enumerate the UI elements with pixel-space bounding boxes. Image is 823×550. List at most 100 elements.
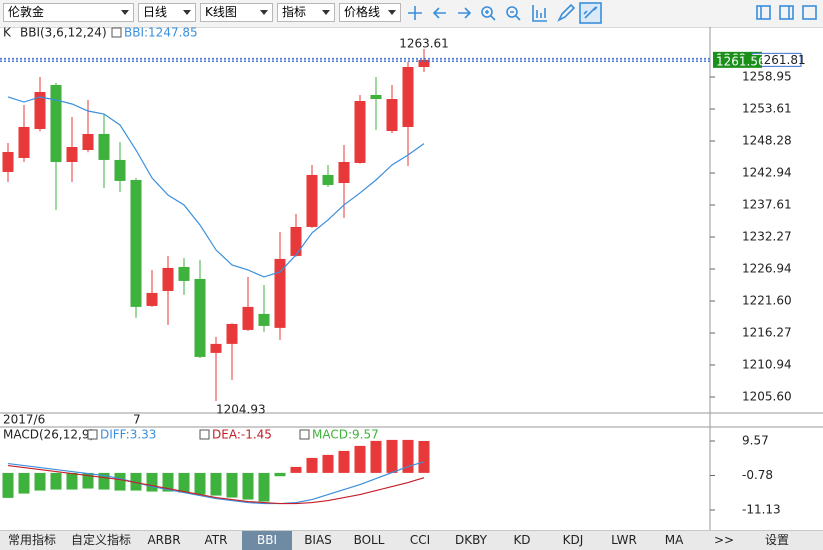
indicator-tab[interactable]: 自定义指标 (70, 533, 131, 547)
macd-bar (322, 454, 334, 473)
macd-bar (162, 472, 174, 492)
y-tick-label: 1248.28 (742, 134, 792, 148)
period-dropdown[interactable]: 日线 (138, 3, 196, 22)
legend-label: DEA:-1.45 (212, 428, 272, 442)
right-icon[interactable] (458, 7, 472, 19)
price-line-dropdown[interactable]: 价格线 (339, 3, 401, 22)
macd-bar (18, 472, 30, 494)
indicator-tab[interactable]: MA (664, 533, 684, 547)
macd-bar (338, 450, 350, 473)
candle-body (402, 66, 414, 127)
layout-right-icon[interactable] (779, 5, 794, 20)
candle-body (242, 306, 254, 330)
toolbar-icons (408, 2, 817, 24)
y-tick-label: 1221.60 (742, 294, 792, 308)
macd-bar (82, 472, 94, 489)
candle-body (258, 313, 270, 326)
candle-body (66, 146, 78, 162)
indicator-tab[interactable]: 设置 (764, 533, 789, 547)
macd-bar (386, 439, 398, 473)
pen-icon[interactable] (557, 3, 576, 22)
macd-bar (370, 440, 382, 473)
x-tick-label: 2017/6 (3, 413, 45, 427)
dea-line (7, 464, 425, 505)
macd-bar (418, 441, 430, 473)
toolbar: 伦敦金 日线 K线图 指标 价格线 (0, 0, 823, 28)
indicator-tab[interactable]: KDJ (562, 533, 584, 547)
macd-bar (226, 472, 238, 498)
layout-full-icon[interactable] (802, 5, 817, 20)
candle-body (370, 94, 382, 100)
candle-body (418, 59, 430, 67)
macd-bar (66, 472, 78, 490)
indicator-tab[interactable]: BIAS (304, 533, 332, 547)
indicator-tab[interactable]: 常用指标 (7, 533, 56, 547)
indicator-tab[interactable]: BOLL (353, 533, 385, 547)
y-tick-label: 1226.94 (742, 261, 792, 275)
candle-body (18, 126, 30, 158)
price-label-box (713, 54, 762, 68)
indicator-tab[interactable]: ATR (204, 533, 228, 547)
y-tick-label: 1237.61 (742, 197, 792, 211)
macd-bar (178, 472, 190, 493)
candle-body (130, 179, 142, 307)
legend-label: BBI(3,6,12,24) (20, 27, 107, 40)
indicator-dropdown[interactable]: 指标 (277, 3, 335, 22)
indicator-tab[interactable]: BBI (242, 531, 292, 550)
macd-bar (98, 472, 110, 490)
candle-body (226, 323, 238, 344)
indicator-tab[interactable]: LWR (611, 533, 637, 547)
indicator-tab[interactable]: >> (713, 533, 735, 547)
y-tick-label: 1205.60 (742, 389, 792, 403)
macd-bar (2, 472, 14, 498)
macd-bar (290, 466, 302, 473)
macd-bar (130, 472, 142, 491)
legend-label: MACD(26,12,9) (3, 428, 94, 442)
macd-bar (402, 439, 414, 473)
candle-body (338, 161, 350, 183)
price-label: 1261.81 (756, 53, 806, 67)
candle-body (82, 133, 94, 150)
y-tick-label: 1242.94 (742, 166, 792, 180)
macd-bar (274, 472, 286, 477)
y-tick-label: 1210.94 (742, 357, 792, 371)
high-annotation: 1263.61 (399, 37, 449, 51)
macd-bar (258, 472, 270, 502)
low-annotation: 1204.93 (216, 403, 266, 417)
candle-body (194, 278, 206, 357)
candle-body (114, 159, 126, 181)
legend-label: DIFF:3.33 (100, 428, 156, 442)
macd-bar (354, 445, 366, 473)
crosshair-icon[interactable] (408, 6, 422, 20)
left-icon[interactable] (432, 7, 446, 19)
axis-icon[interactable] (532, 5, 547, 22)
y-tick-label: 1216.27 (742, 325, 792, 339)
macd-bar (306, 457, 318, 473)
x-tick-label: 7 (133, 413, 141, 427)
candle-body (98, 133, 110, 160)
legend-checkbox (87, 429, 98, 440)
candle-body (322, 174, 334, 185)
indicator-tab[interactable]: DKBY (454, 533, 487, 547)
indicator-tab[interactable]: KD (513, 533, 531, 547)
macd-bar (146, 472, 158, 492)
diff-line (7, 461, 425, 505)
candle-body (386, 99, 398, 131)
legend-label: K (3, 27, 12, 40)
candle-body (34, 92, 46, 130)
candle-body (50, 84, 62, 162)
zoom-in-icon[interactable] (481, 6, 496, 21)
symbol-dropdown[interactable]: 伦敦金 (3, 3, 134, 22)
macd-bar (210, 472, 222, 496)
chart-type-dropdown[interactable]: K线图 (200, 3, 273, 22)
chart: 1258.95 1253.61 1248.28 1242.94 1237.61 1232.… (0, 27, 823, 530)
indicator-tab[interactable]: CCI (409, 533, 431, 547)
y-tick-label: 1232.27 (742, 230, 792, 244)
layout-left-icon[interactable] (756, 5, 771, 20)
y-tick-label: 1258.95 (742, 70, 792, 84)
zoom-out-icon[interactable] (506, 6, 521, 21)
macd-bar (242, 472, 254, 500)
link-glyph (583, 6, 598, 19)
indicator-tab[interactable]: ARBR (147, 533, 181, 547)
